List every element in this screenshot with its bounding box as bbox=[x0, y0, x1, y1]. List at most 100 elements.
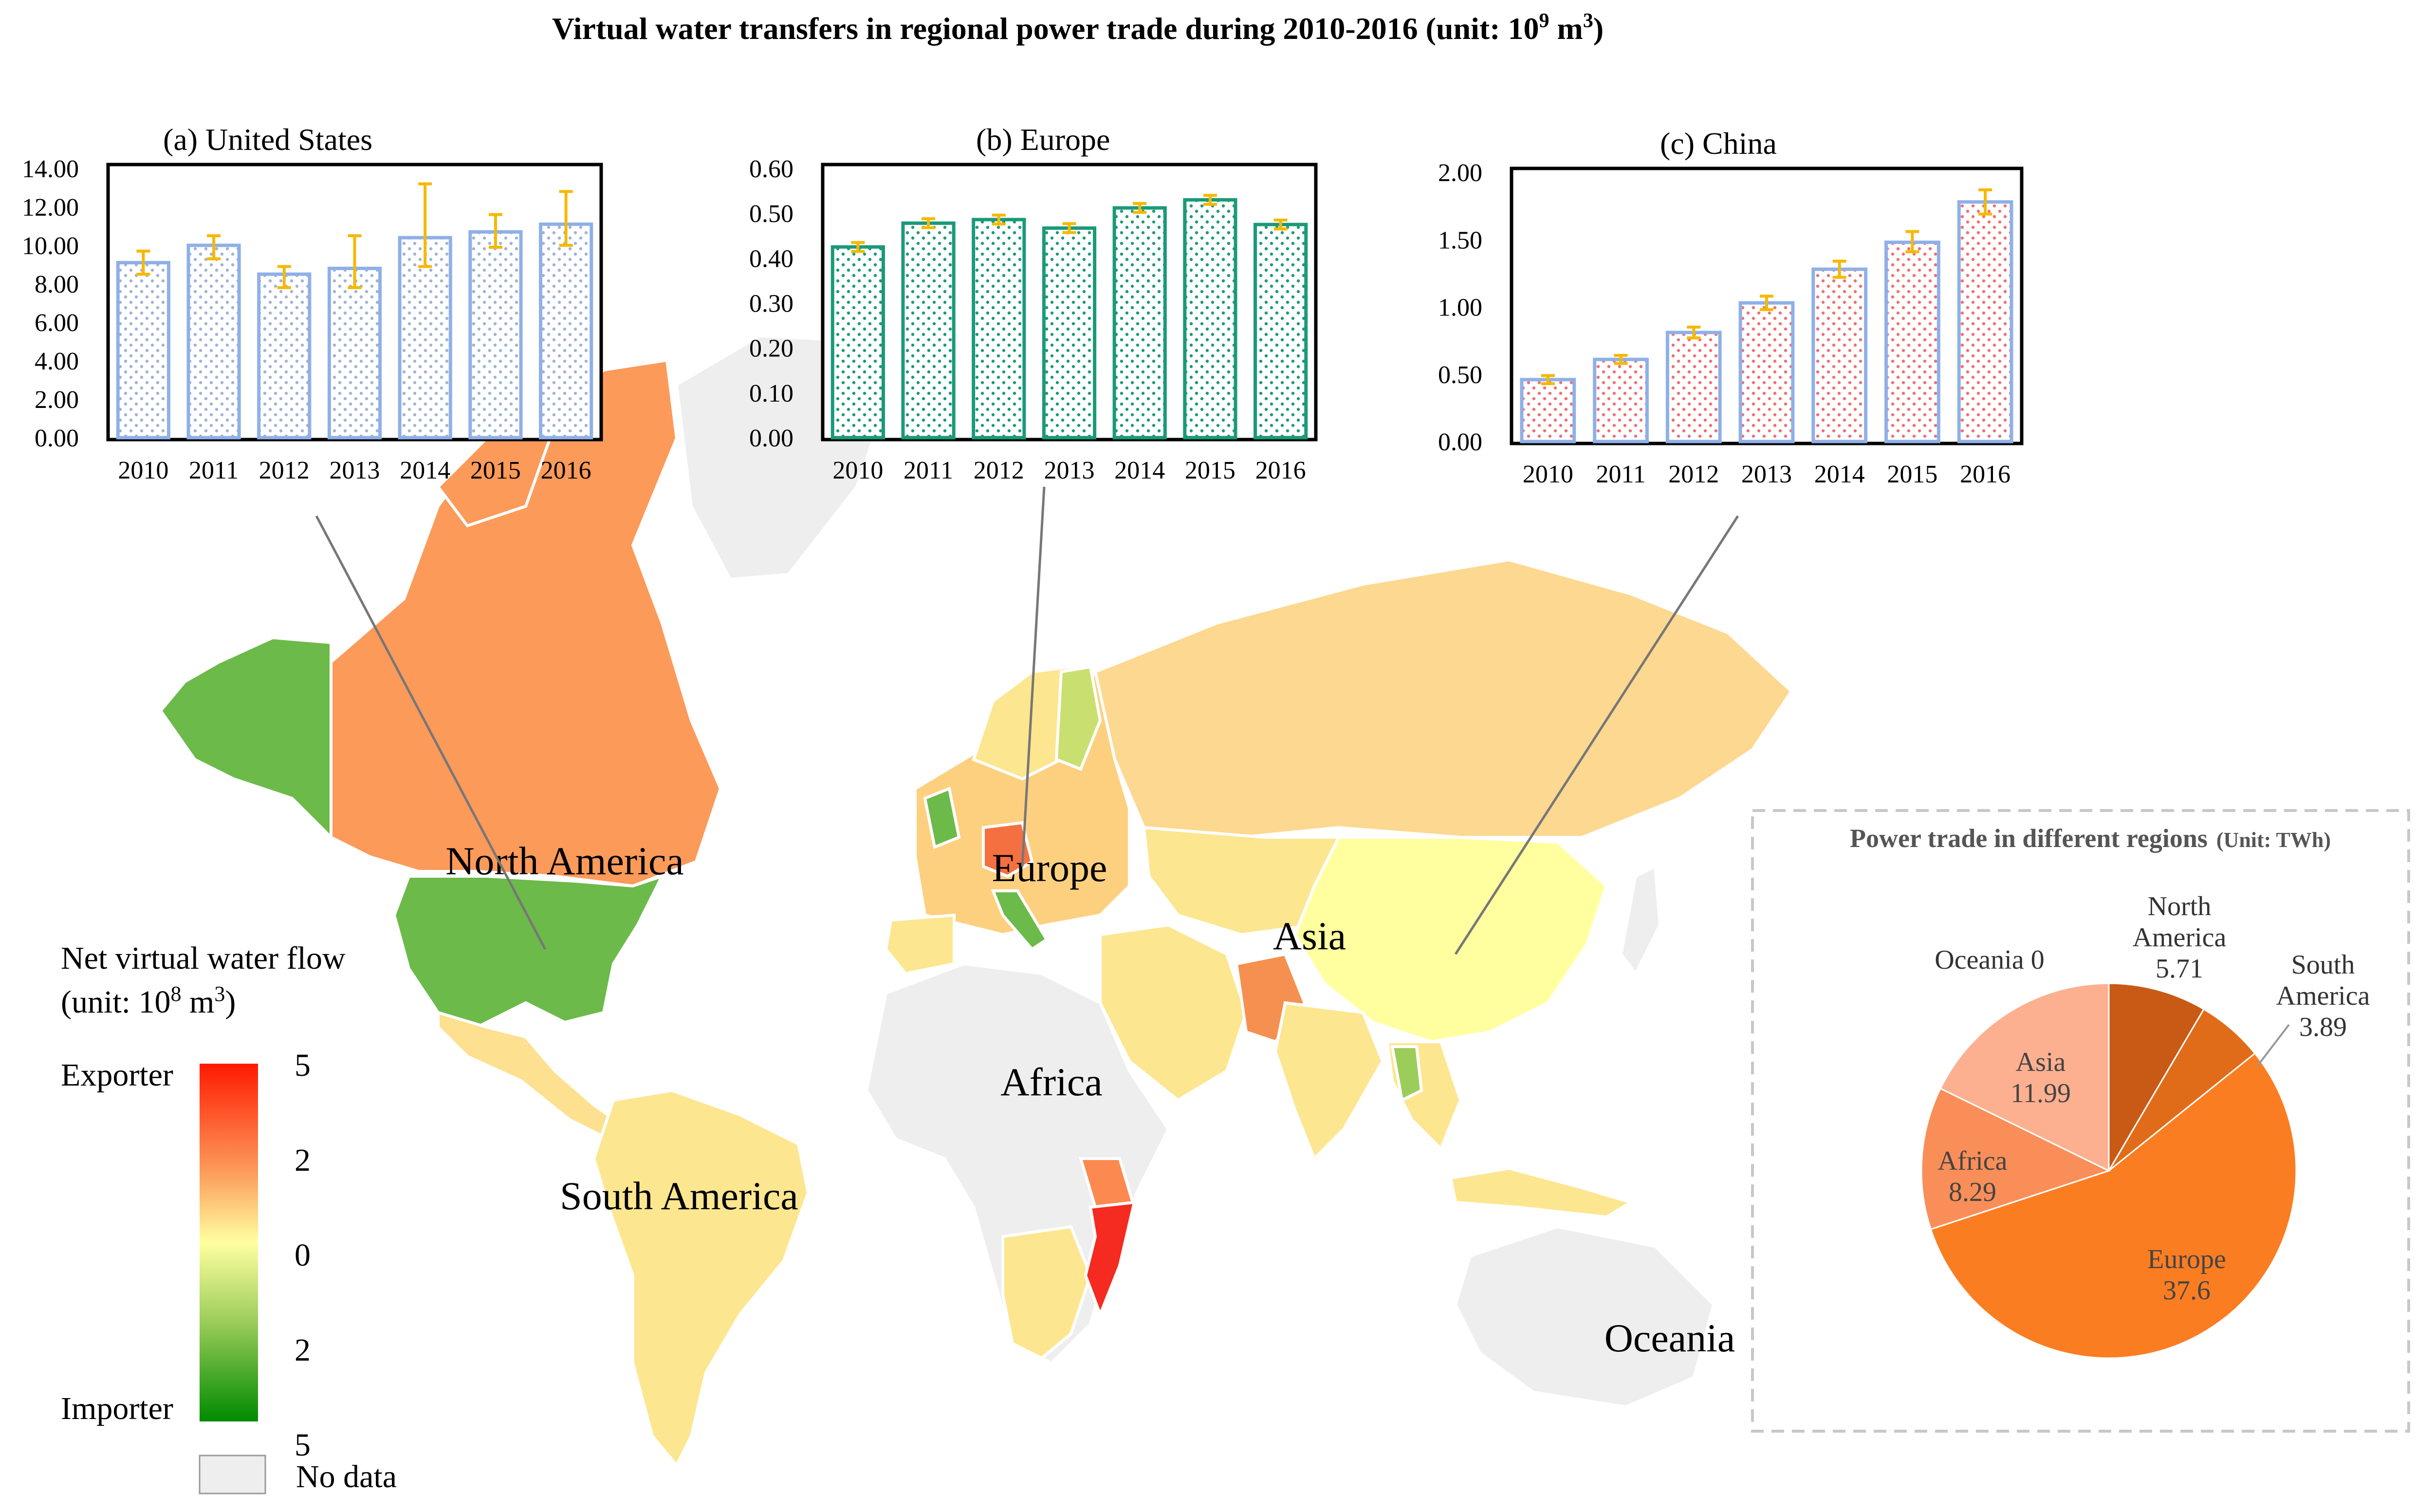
pie-label-europe: Europe bbox=[2147, 1244, 2226, 1274]
pie-label-north-america: North bbox=[2148, 891, 2212, 922]
us-bar bbox=[186, 243, 241, 440]
map-label-south-america: South America bbox=[560, 1174, 798, 1218]
us-xtick: 2011 bbox=[189, 457, 239, 484]
map-china bbox=[1293, 836, 1608, 1044]
figure-title: Virtual water transfers in regional powe… bbox=[552, 10, 1604, 46]
us-ytick: 12.00 bbox=[22, 194, 79, 221]
europe-bar bbox=[1042, 226, 1097, 440]
legend-color-ramp bbox=[200, 1064, 258, 1421]
us-ytick: 4.00 bbox=[35, 348, 79, 375]
pie-label-north-america: America bbox=[2133, 922, 2227, 953]
map-uk bbox=[923, 786, 961, 849]
europe-bar bbox=[1183, 198, 1237, 440]
chart-china: (c) China 0.00 0.50 1.00 1.50 2.00 2010 2011 201… bbox=[1438, 126, 2024, 488]
europe-ytick: 0.60 bbox=[749, 155, 793, 183]
china-bar bbox=[1884, 240, 1940, 443]
connector-china bbox=[1454, 515, 1739, 955]
map-italy bbox=[991, 889, 1049, 951]
us-ytick: 14.00 bbox=[22, 155, 79, 183]
map-label-oceania: Oceania bbox=[1604, 1316, 1735, 1360]
legend-importer: Importer bbox=[61, 1391, 173, 1426]
us-xtick: 2014 bbox=[400, 457, 450, 484]
pie-label-asia: 11.99 bbox=[2010, 1078, 2071, 1108]
china-bar bbox=[1957, 200, 2013, 443]
europe-xtick: 2016 bbox=[1255, 457, 1306, 484]
legend-title-line1: Net virtual water flow bbox=[61, 940, 346, 976]
map-germany bbox=[982, 821, 1034, 878]
china-bar bbox=[1665, 331, 1722, 443]
europe-ytick: 0.10 bbox=[749, 380, 793, 407]
map-label-north-america: North America bbox=[445, 839, 684, 883]
us-label: (a) United States bbox=[163, 122, 372, 157]
china-label: (c) China bbox=[1660, 126, 1777, 161]
map-thailand bbox=[1390, 1045, 1423, 1103]
connector-us bbox=[315, 515, 547, 950]
chart-europe: (b) Europe 0.00 0.10 0.20 0.30 0.40 0.50 0.60 20… bbox=[749, 122, 1318, 484]
europe-ytick: 0.50 bbox=[749, 200, 793, 228]
us-bar bbox=[468, 230, 523, 440]
europe-bar bbox=[972, 218, 1026, 440]
us-xtick: 2013 bbox=[330, 457, 380, 484]
china-xtick: 2012 bbox=[1668, 461, 1719, 488]
map-label-asia: Asia bbox=[1273, 914, 1346, 958]
map-label-europe: Europe bbox=[992, 846, 1107, 890]
legend-title-line2: (unit: 108 m3) bbox=[61, 982, 236, 1020]
map-southern-africa bbox=[1001, 1225, 1092, 1360]
us-xtick: 2016 bbox=[541, 457, 591, 484]
us-ytick: 8.00 bbox=[35, 271, 79, 298]
pie-label-oceania: Oceania 0 bbox=[1935, 945, 2044, 975]
china-bar bbox=[1593, 357, 1649, 443]
china-bar bbox=[1520, 378, 1576, 443]
china-xtick: 2016 bbox=[1960, 461, 2010, 488]
europe-xtick: 2013 bbox=[1044, 457, 1095, 484]
pie-slice-south-america bbox=[2108, 1008, 2256, 1172]
map-label-africa: Africa bbox=[1000, 1060, 1102, 1104]
china-bar bbox=[1738, 301, 1795, 443]
chart-united-states: (a) United States 0.00 2.00 4.00 6.00 8.00 10.… bbox=[22, 122, 603, 484]
china-ytick: 1.00 bbox=[1438, 294, 1482, 322]
pie-slice-north-america bbox=[2108, 982, 2205, 1174]
map-usa bbox=[392, 873, 665, 1029]
map-iberia bbox=[884, 913, 956, 976]
us-ytick: 2.00 bbox=[35, 386, 79, 414]
map-indonesia bbox=[1449, 1166, 1635, 1219]
map-russia bbox=[1093, 558, 1793, 839]
china-ytick: 2.00 bbox=[1438, 159, 1482, 187]
pie-label-south-america: South bbox=[2291, 950, 2355, 980]
china-xtick: 2011 bbox=[1596, 461, 1646, 488]
europe-bar bbox=[830, 245, 885, 440]
legend-no-data-label: No data bbox=[296, 1459, 397, 1494]
europe-xtick: 2011 bbox=[904, 457, 953, 484]
legend-tick-5-top: 5 bbox=[295, 1048, 311, 1083]
china-xtick: 2014 bbox=[1814, 461, 1865, 488]
us-xtick: 2012 bbox=[259, 457, 310, 484]
us-ytick: 6.00 bbox=[35, 309, 79, 337]
map-japan bbox=[1619, 864, 1662, 977]
legend-tick-0: 0 bbox=[295, 1237, 311, 1273]
legend: Net virtual water flow (unit: 108 m3) Ex… bbox=[61, 940, 397, 1494]
china-ytick: 0.50 bbox=[1438, 361, 1482, 389]
map-mexico bbox=[437, 1010, 631, 1141]
pie-label-asia: Asia bbox=[2016, 1047, 2066, 1077]
china-ytick: 1.50 bbox=[1438, 226, 1482, 254]
us-bar bbox=[327, 266, 382, 440]
china-xtick: 2010 bbox=[1523, 461, 1573, 488]
china-bar bbox=[1811, 267, 1868, 443]
legend-tick-5-bottom: 5 bbox=[295, 1427, 311, 1463]
europe-ytick: 0.40 bbox=[749, 245, 793, 273]
us-ytick: 10.00 bbox=[22, 232, 79, 260]
world-map: North America Europe Asia Africa South A… bbox=[159, 334, 1793, 1468]
europe-xtick: 2014 bbox=[1114, 457, 1165, 484]
us-bar bbox=[398, 236, 452, 440]
pie-title: Power trade in different regions (Unit: T… bbox=[1850, 824, 2331, 853]
europe-xtick: 2015 bbox=[1185, 457, 1235, 484]
pie-slice-africa bbox=[1920, 1088, 2111, 1231]
map-alaska bbox=[159, 636, 332, 841]
map-india bbox=[1273, 1001, 1384, 1162]
pie-label-north-america: 5.71 bbox=[2156, 954, 2203, 984]
legend-exporter: Exporter bbox=[61, 1057, 173, 1093]
europe-bar bbox=[1112, 206, 1167, 440]
china-xtick: 2015 bbox=[1887, 461, 1937, 488]
